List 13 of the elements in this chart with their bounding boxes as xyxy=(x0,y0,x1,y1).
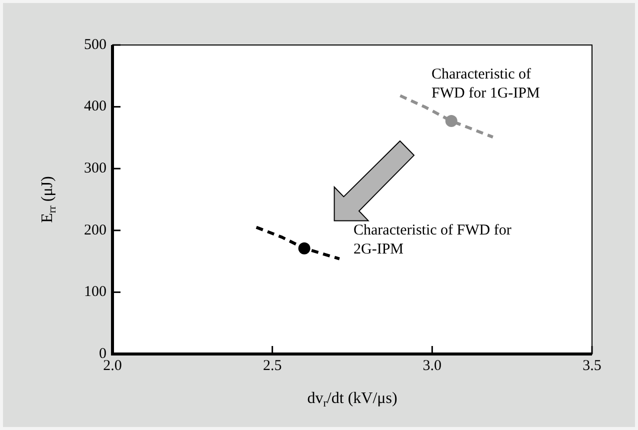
x-tick-label: 3.5 xyxy=(582,358,602,374)
x-tick-label: 2.0 xyxy=(103,358,122,374)
y-tick-label: 400 xyxy=(84,98,106,115)
line-series xyxy=(254,226,341,260)
y-tick-label: 300 xyxy=(84,160,106,177)
x-tick-label: 2.5 xyxy=(262,358,282,374)
y-tick-label: 100 xyxy=(84,284,106,300)
x-tick-label: 3.0 xyxy=(422,358,442,374)
y-tick-label: 500 xyxy=(84,36,106,53)
annotation: Characteristic of FWD for 1G-IPM xyxy=(432,66,540,102)
y-axis-title: Err (μJ) xyxy=(39,176,59,223)
y-tick-label: 200 xyxy=(84,222,106,238)
annotation: Characteristic of FWD for 2G-IPM xyxy=(354,222,512,258)
